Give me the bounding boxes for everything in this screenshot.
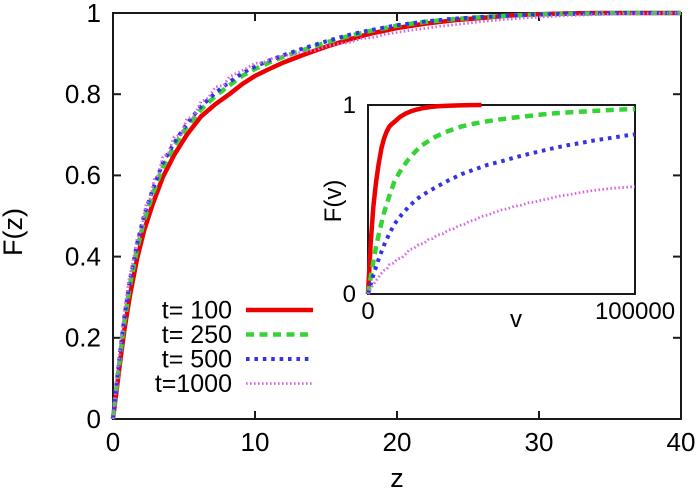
x-tick-label: 40 — [667, 427, 696, 457]
legend-label-1: t= 250 — [162, 321, 232, 349]
main-y-axis-label: F(z) — [0, 208, 28, 256]
y-tick-label: 0.4 — [65, 241, 101, 271]
main-series-lines — [110, 10, 682, 420]
inset-axis-ticks — [367, 104, 636, 295]
x-tick-label: 30 — [525, 427, 554, 457]
inset-series-line-3 — [366, 185, 636, 295]
y-tick-label: 1 — [87, 0, 101, 28]
x-tick-label: 0 — [361, 298, 374, 325]
y-tick-label: 0 — [343, 281, 356, 308]
y-tick-label: 1 — [343, 92, 356, 119]
x-tick-label: 10 — [241, 427, 270, 457]
y-tick-label: 0 — [87, 404, 101, 434]
x-tick-label: 100000 — [595, 298, 675, 325]
y-tick-label: 0.2 — [65, 323, 101, 353]
main-series-line-2 — [111, 11, 681, 420]
legend-label-3: t=1000 — [155, 370, 232, 398]
inset-plot-border — [367, 104, 636, 295]
inset-y-axis-label: F(v) — [320, 180, 347, 223]
y-tick-label: 0.6 — [65, 160, 101, 190]
main-series-line-3 — [111, 11, 682, 420]
x-tick-label: 20 — [383, 427, 412, 457]
y-tick-label: 0.8 — [65, 79, 101, 109]
inset-series-line-1 — [365, 106, 636, 295]
inset-x-axis-label: v — [510, 306, 522, 333]
inset-axis-tick-labels: 0 100000 0 1 — [343, 92, 675, 325]
main-x-axis-label: z — [390, 463, 404, 493]
inset-series-lines — [365, 102, 636, 295]
inset-series-line-0 — [365, 102, 482, 295]
legend-label-2: t= 500 — [162, 346, 232, 374]
x-tick-label: 0 — [106, 427, 120, 457]
legend-label-0: t= 100 — [162, 297, 232, 325]
